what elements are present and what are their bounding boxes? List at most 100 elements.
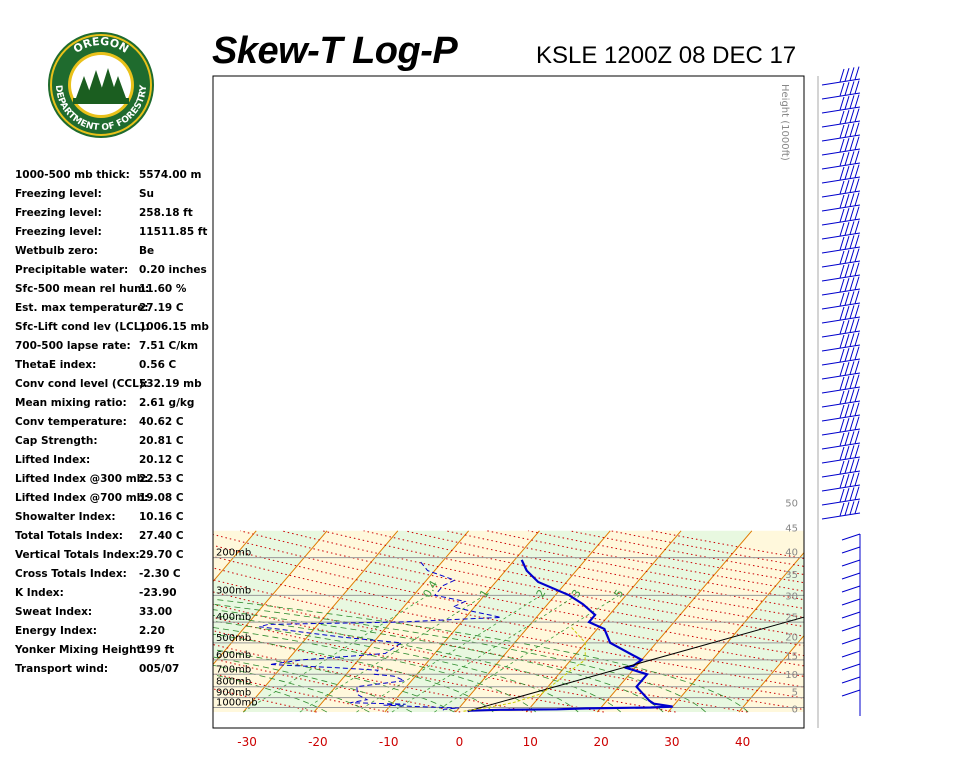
isotherm-line <box>455 530 611 713</box>
isotherm-line <box>810 531 960 712</box>
wind-barb-shaft <box>821 148 861 156</box>
wind-barb-feather <box>844 502 850 516</box>
moist-adiabat <box>213 627 537 713</box>
wind-barb-shaft <box>821 176 861 184</box>
wind-barb-feather <box>844 152 850 166</box>
stat-label: Total Totals Index: <box>15 530 123 542</box>
stat-value: 27.40 C <box>139 530 184 542</box>
wind-barb-feather <box>844 180 850 194</box>
stat-label: Est. max temperature: <box>15 302 149 314</box>
mixing-ratio-line <box>299 595 485 713</box>
stat-value: 005/07 <box>139 663 180 675</box>
wind-barb <box>821 220 861 240</box>
chart-title: Skew-T Log-P <box>212 30 458 72</box>
wind-barb-feather <box>844 138 850 152</box>
stat-label: Sfc-500 mean rel hum: <box>15 283 150 295</box>
moist-adiabat <box>213 620 579 713</box>
wind-barb-feather <box>849 389 855 403</box>
height-tick-label: 40 <box>785 547 798 558</box>
wind-barb-shaft <box>821 386 861 394</box>
wind-barb-shaft <box>821 428 861 436</box>
wind-barb <box>821 416 861 436</box>
wind-barb-feather <box>839 82 845 97</box>
wind-barb-feather <box>849 347 855 361</box>
wind-barb-feather <box>849 277 855 291</box>
wind-barb <box>841 637 861 664</box>
mixing-ratio-line <box>356 595 542 713</box>
isotherm-line <box>526 530 682 713</box>
wind-barb-feather <box>854 374 860 388</box>
wind-barb <box>841 689 861 716</box>
wind-barb-shaft <box>821 78 861 86</box>
wind-barb-feather <box>844 96 850 110</box>
height-tick-label: 35 <box>785 570 798 581</box>
stat-label: Precipitable water: <box>15 264 129 276</box>
plot-frame <box>212 75 805 729</box>
wind-barb-shaft <box>821 246 861 254</box>
wind-barb-feather <box>849 95 855 109</box>
wind-barb-feather <box>849 67 855 81</box>
isotherm-band <box>810 531 960 712</box>
stat-value: 33.00 <box>139 606 173 618</box>
wind-barb-feather <box>854 276 860 290</box>
wind-barb-feather <box>854 402 860 416</box>
wind-barb <box>841 546 861 573</box>
wind-barb-feather <box>854 360 860 374</box>
wind-barb-shaft <box>821 470 861 478</box>
wind-barb-feather <box>849 375 855 389</box>
wind-barb-shaft <box>821 288 861 296</box>
wind-barb-feather <box>839 306 845 321</box>
wind-barb-shaft <box>821 260 861 268</box>
stat-label: Vertical Totals Index: <box>15 549 140 561</box>
wind-barb-shaft <box>821 218 861 226</box>
wind-barb-feather <box>844 474 850 488</box>
wind-barb-shaft <box>821 358 861 366</box>
station-label: KSLE 1200Z 08 DEC 17 <box>536 42 797 69</box>
wind-barb <box>821 206 861 226</box>
wind-barb-feather <box>854 234 860 248</box>
isotherm-line <box>213 530 328 666</box>
wind-barb-feather <box>839 292 845 307</box>
stat-value: 0.20 inches <box>139 264 207 276</box>
x-tick-label: 40 <box>735 735 750 749</box>
wind-barb-shaft <box>821 106 861 114</box>
wind-barb-feather <box>849 319 855 333</box>
isotherm-band <box>0 531 185 712</box>
wind-barb-shaft <box>821 204 861 212</box>
wind-barb-feather <box>854 388 860 402</box>
parcel-profile <box>467 616 804 712</box>
wind-barb-feather <box>844 68 850 82</box>
wind-barb <box>821 164 861 184</box>
isotherm-band <box>0 531 44 712</box>
wind-barb-feather <box>839 166 845 181</box>
wind-barb-feather <box>849 123 855 137</box>
stat-label: 700-500 lapse rate: <box>15 340 131 352</box>
isotherm-band <box>384 530 611 713</box>
wind-barb-feather <box>854 122 860 136</box>
stat-label: Sfc-Lift cond lev (LCL): <box>15 321 150 333</box>
stat-value: 7.51 C/km <box>139 340 199 352</box>
wind-barb-feather <box>849 333 855 347</box>
wind-barb-feather <box>844 432 850 446</box>
wind-barb-feather <box>841 585 861 593</box>
wind-barb-shaft <box>821 316 861 324</box>
wind-barb-shaft <box>821 274 861 282</box>
pressure-label: 200mb <box>216 548 251 559</box>
isotherm-band <box>213 530 398 713</box>
pressure-label: 500mb <box>216 633 251 644</box>
x-tick-label: 30 <box>664 735 679 749</box>
pressure-label: 600mb <box>216 650 251 661</box>
moist-adiabat <box>213 598 749 713</box>
isotherm-line <box>313 530 470 713</box>
isotherm-line <box>31 531 186 712</box>
stat-label: Lifted Index @700 mb: <box>15 492 149 504</box>
wind-barb-feather <box>854 458 860 472</box>
wind-barb-feather <box>849 207 855 221</box>
wind-barb <box>821 94 861 114</box>
stat-value: -23.90 <box>139 587 177 599</box>
wind-barb <box>821 346 861 366</box>
wind-barb-feather <box>849 249 855 263</box>
wind-barb-feather <box>841 676 861 684</box>
wind-barb-shaft <box>821 162 861 170</box>
